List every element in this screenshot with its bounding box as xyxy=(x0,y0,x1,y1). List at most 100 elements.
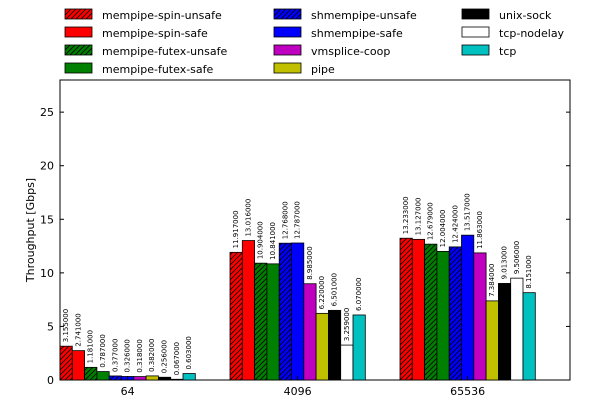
y-tick-label: 15 xyxy=(40,213,54,226)
bar-hatch xyxy=(84,367,97,380)
x-tick-label: 64 xyxy=(121,385,135,398)
bar-value-label: 0.256000 xyxy=(161,340,169,373)
bar-value-label: 0.326000 xyxy=(124,339,132,372)
legend-swatch-hatch xyxy=(65,9,92,19)
y-axis-label: Throughput [Gbps] xyxy=(24,178,37,283)
bar xyxy=(497,283,512,381)
y-tick-label: 25 xyxy=(40,106,54,119)
bar xyxy=(510,277,524,381)
legend-swatch xyxy=(64,26,93,38)
bar-value-label: 2.741000 xyxy=(74,313,82,346)
bar xyxy=(291,242,305,381)
legend-swatch xyxy=(461,26,490,38)
bar-hatch xyxy=(424,244,437,380)
legend-swatch-hatch xyxy=(274,9,301,19)
legend-label: tcp-nodelay xyxy=(499,27,565,40)
legend-swatch xyxy=(64,62,93,74)
legend-label: mempipe-futex-safe xyxy=(102,63,214,76)
bar xyxy=(473,252,487,381)
bar xyxy=(303,283,317,381)
bar-value-label: 6.501000 xyxy=(331,273,339,306)
bar-value-label: 0.318000 xyxy=(136,339,144,372)
bar-value-label: 0.787000 xyxy=(99,334,107,367)
bar xyxy=(157,376,172,381)
bar-value-label: 13.016000 xyxy=(244,199,252,237)
bar-value-label: 11.863000 xyxy=(476,211,484,249)
bar-hatch xyxy=(109,375,122,380)
bar-value-label: 11.917000 xyxy=(232,210,240,248)
bar xyxy=(182,373,196,381)
legend-label: mempipe-spin-safe xyxy=(102,27,208,40)
x-tick-label: 4096 xyxy=(284,385,312,398)
y-tick-label: 20 xyxy=(40,160,54,173)
bar xyxy=(145,375,159,381)
bar-value-label: 13.127000 xyxy=(414,197,422,235)
bar xyxy=(436,250,450,381)
bar xyxy=(241,240,256,381)
chart-legend: mempipe-spin-unsafe mempipe-spin-safe memp… xyxy=(64,8,565,76)
bar-value-label: 0.067000 xyxy=(173,342,181,375)
plot-area: 0 5 10 15 20 25 3.155000 2.741000 1.181000 0.7870… xyxy=(40,79,571,398)
bar xyxy=(461,234,475,381)
bar xyxy=(411,238,425,381)
bar-value-label: 12.424000 xyxy=(451,205,459,243)
bar-value-label: 10.904000 xyxy=(257,221,265,259)
legend-swatch xyxy=(461,44,490,56)
bar xyxy=(485,300,499,381)
y-tick-label: 0 xyxy=(47,374,54,387)
legend-swatch-hatch xyxy=(65,45,92,55)
legend-swatch xyxy=(273,26,302,38)
bar xyxy=(522,292,536,381)
bar-value-label: 8.151000 xyxy=(525,255,533,288)
bar-value-label: 1.181000 xyxy=(87,330,95,363)
legend-label: shmempipe-safe xyxy=(311,27,403,40)
bar-hatch xyxy=(230,252,243,380)
bar-value-label: 12.768000 xyxy=(281,201,289,239)
bar-value-label: 9.506000 xyxy=(513,241,521,274)
bar-value-label: 10.841000 xyxy=(269,222,277,260)
bar-value-label: 8.985000 xyxy=(306,246,314,279)
bar-value-label: 6.220000 xyxy=(318,276,326,309)
bar-value-label: 12.787000 xyxy=(294,201,302,239)
y-tick-label: 10 xyxy=(40,267,54,280)
bar xyxy=(96,371,110,381)
bar xyxy=(71,350,86,381)
legend-swatch xyxy=(273,62,302,74)
bar-hatch xyxy=(60,346,73,380)
bar-value-label: 3.259000 xyxy=(343,308,351,341)
bar-hatch xyxy=(279,243,292,380)
bar-value-label: 13.517000 xyxy=(464,193,472,231)
legend-label: mempipe-spin-unsafe xyxy=(102,9,222,22)
bar-hatch xyxy=(449,246,462,380)
legend-label: vmsplice-coop xyxy=(311,45,390,58)
bar-value-label: 6.070000 xyxy=(355,278,363,311)
bar xyxy=(170,378,184,381)
bar xyxy=(133,376,147,381)
legend-label: unix-sock xyxy=(499,9,552,22)
legend-swatch xyxy=(461,8,490,20)
bar-hatch xyxy=(254,263,267,380)
bar-hatch xyxy=(400,238,413,380)
bar xyxy=(315,312,329,381)
bar-value-label: 13.233000 xyxy=(402,196,410,234)
legend-swatch xyxy=(273,44,302,56)
legend-label: shmempipe-unsafe xyxy=(311,9,417,22)
bar-value-label: 0.382000 xyxy=(148,339,156,372)
bar-value-label: 0.377000 xyxy=(111,339,119,372)
x-tick-label: 65536 xyxy=(450,385,485,398)
legend-label: pipe xyxy=(311,63,335,76)
bar-value-label: 12.004000 xyxy=(439,210,447,248)
bar xyxy=(266,263,280,381)
legend-label: mempipe-futex-unsafe xyxy=(102,45,227,58)
bar-value-label: 3.155000 xyxy=(62,309,70,342)
bar xyxy=(340,344,354,381)
bar xyxy=(352,314,366,381)
bar xyxy=(327,309,342,381)
bar-value-label: 12.679000 xyxy=(427,202,435,240)
y-tick-label: 5 xyxy=(47,320,54,333)
bar-value-label: 0.603000 xyxy=(185,336,193,369)
legend-label: tcp xyxy=(499,45,516,58)
bar-value-label: 9.013000 xyxy=(501,246,509,279)
bar-value-label: 7.384000 xyxy=(488,263,496,296)
